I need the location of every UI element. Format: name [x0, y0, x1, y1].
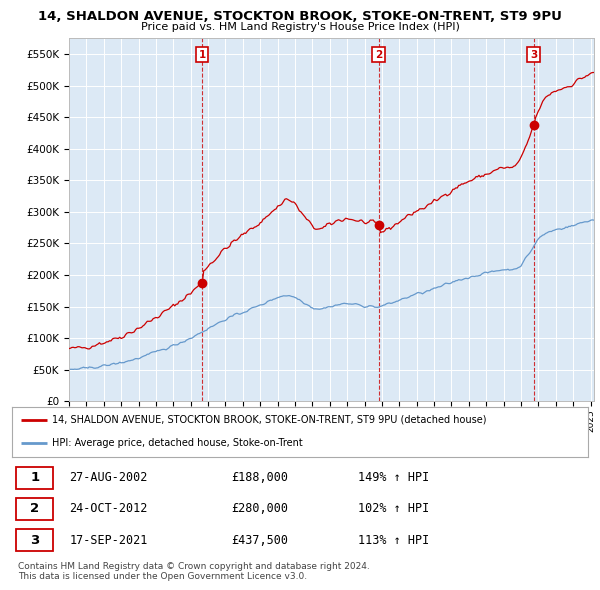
Text: Price paid vs. HM Land Registry's House Price Index (HPI): Price paid vs. HM Land Registry's House …: [140, 22, 460, 32]
Text: 1: 1: [30, 471, 40, 484]
Text: 14, SHALDON AVENUE, STOCKTON BROOK, STOKE-ON-TRENT, ST9 9PU (detached house): 14, SHALDON AVENUE, STOCKTON BROOK, STOK…: [52, 415, 487, 425]
Text: £188,000: £188,000: [231, 471, 288, 484]
Text: 1: 1: [199, 50, 206, 60]
Text: Contains HM Land Registry data © Crown copyright and database right 2024.
This d: Contains HM Land Registry data © Crown c…: [18, 562, 370, 581]
Text: 14, SHALDON AVENUE, STOCKTON BROOK, STOKE-ON-TRENT, ST9 9PU: 14, SHALDON AVENUE, STOCKTON BROOK, STOK…: [38, 10, 562, 23]
Text: 3: 3: [530, 50, 537, 60]
Text: 17-SEP-2021: 17-SEP-2021: [70, 533, 148, 546]
Text: £437,500: £437,500: [231, 533, 288, 546]
FancyBboxPatch shape: [16, 529, 53, 551]
Text: 113% ↑ HPI: 113% ↑ HPI: [358, 533, 429, 546]
Text: £280,000: £280,000: [231, 502, 288, 516]
FancyBboxPatch shape: [16, 498, 53, 520]
Text: 149% ↑ HPI: 149% ↑ HPI: [358, 471, 429, 484]
Text: 24-OCT-2012: 24-OCT-2012: [70, 502, 148, 516]
Text: 2: 2: [375, 50, 382, 60]
Text: HPI: Average price, detached house, Stoke-on-Trent: HPI: Average price, detached house, Stok…: [52, 438, 303, 448]
Text: 27-AUG-2002: 27-AUG-2002: [70, 471, 148, 484]
Text: 2: 2: [30, 502, 40, 516]
FancyBboxPatch shape: [16, 467, 53, 489]
Text: 3: 3: [30, 533, 40, 546]
Text: 102% ↑ HPI: 102% ↑ HPI: [358, 502, 429, 516]
